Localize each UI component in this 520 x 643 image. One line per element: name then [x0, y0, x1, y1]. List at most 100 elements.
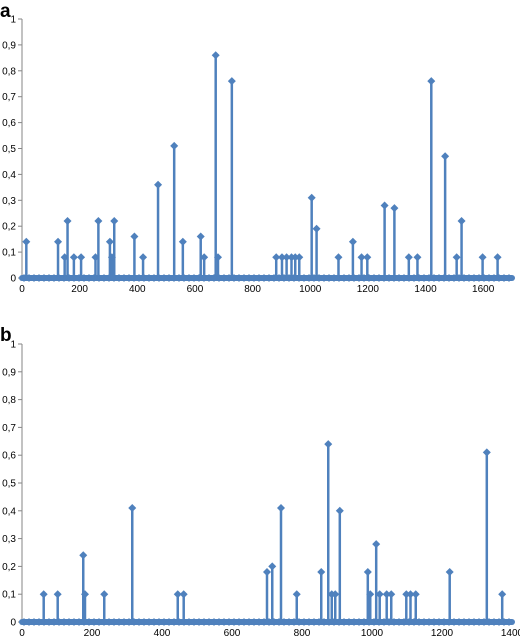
data-point-marker [105, 237, 114, 246]
data-point-marker [53, 590, 62, 599]
baseline-marker [385, 274, 393, 282]
baseline-marker [255, 274, 263, 282]
data-point-marker [375, 590, 384, 599]
baseline-marker [300, 618, 308, 626]
x-tick-label: 1400 [501, 628, 520, 638]
baseline-marker [85, 274, 93, 282]
data-point-marker [81, 590, 89, 599]
x-tick-label: 1400 [414, 284, 437, 295]
y-tick-label: 0,9 [2, 367, 16, 378]
data-point-marker [382, 590, 391, 599]
chart-panel-a: a 0 0,1 0,2 0,3 0,4 0,5 0,6 0,7 0,8 0,9 1 0 200 400 600… [0, 1, 515, 295]
x-tick-label: 800 [244, 284, 261, 295]
data-point-marker [372, 540, 381, 549]
baseline-marker [460, 618, 468, 626]
x-tick-label: 800 [294, 628, 311, 638]
baseline-marker [420, 274, 428, 282]
baseline-marker [145, 274, 153, 282]
baseline-marker [30, 618, 38, 626]
baseline-marker [285, 618, 293, 626]
data-point-marker [317, 567, 326, 576]
baseline-marker [435, 274, 443, 282]
baseline-marker [60, 618, 68, 626]
baseline-marker [200, 618, 208, 626]
x-tick-label: 1200 [357, 284, 380, 295]
baseline-marker [35, 274, 43, 282]
data-point-marker [211, 51, 220, 60]
baseline-marker [430, 618, 438, 626]
data-point-marker [295, 253, 304, 262]
data-point-marker [357, 253, 366, 262]
baseline-marker [235, 274, 243, 282]
baseline-marker [205, 274, 213, 282]
baseline-marker [240, 274, 248, 282]
data-point-marker [200, 253, 209, 262]
baseline-marker [65, 618, 73, 626]
baseline-marker [105, 618, 113, 626]
baseline-marker [345, 274, 353, 282]
baseline-marker [165, 618, 173, 626]
data-point-marker [390, 204, 399, 213]
data-point-marker [110, 217, 119, 226]
data-point-marker [154, 180, 163, 189]
y-tick-label: 0,5 [2, 479, 16, 490]
y-tick-label: 0,7 [2, 92, 16, 103]
baseline-marker [395, 618, 403, 626]
baseline-marker [25, 618, 33, 626]
baseline-marker [210, 618, 218, 626]
baseline-marker [170, 618, 178, 626]
data-point-marker [498, 590, 507, 599]
data-point-marker [63, 217, 72, 226]
baseline-marker [245, 274, 253, 282]
y-tick-label: 0,6 [2, 451, 16, 462]
baseline-marker [120, 274, 128, 282]
baseline-marker [160, 274, 168, 282]
x-tick-label: 0 [19, 628, 25, 638]
y-tick-label: 0,5 [2, 144, 16, 155]
data-point-marker [411, 590, 420, 599]
baseline-marker [440, 618, 448, 626]
baseline-marker [45, 274, 53, 282]
x-tick-label: 1000 [299, 284, 322, 295]
y-tick-label: 0,8 [2, 395, 16, 406]
data-point-marker [69, 253, 78, 262]
baseline-marker [190, 274, 198, 282]
baseline-marker [50, 618, 58, 626]
x-tick-label: 600 [187, 284, 204, 295]
baseline-marker [90, 618, 98, 626]
panel-label: b [0, 325, 12, 346]
baseline-marker [230, 618, 238, 626]
baseline-marker [125, 274, 133, 282]
baseline-marker [150, 618, 158, 626]
x-tick-label: 1200 [431, 628, 454, 638]
baseline-marker [345, 618, 353, 626]
baseline-marker [150, 274, 158, 282]
data-point-marker [380, 201, 389, 210]
baseline-marker [160, 618, 168, 626]
data-point-marker [457, 217, 466, 226]
data-point-marker [277, 504, 285, 513]
baseline-marker [420, 618, 428, 626]
baseline-marker [490, 618, 498, 626]
baseline-marker [45, 618, 53, 626]
x-tick-label: 400 [129, 284, 146, 295]
baseline-marker [325, 274, 333, 282]
data-point-marker [170, 141, 179, 150]
baseline-marker [70, 618, 78, 626]
baseline-marker [50, 274, 58, 282]
data-point-marker [406, 590, 415, 599]
x-tick-label: 600 [224, 628, 241, 638]
data-point-marker [272, 253, 281, 262]
baseline-marker [340, 618, 348, 626]
x-tick-label: 1000 [361, 628, 384, 638]
x-tick-label: 1600 [472, 284, 495, 295]
baseline-marker [485, 274, 493, 282]
baseline-marker [320, 274, 328, 282]
data-point-marker [39, 590, 48, 599]
data-point-marker [128, 504, 137, 513]
data-point-marker [227, 77, 236, 86]
baseline-marker [220, 274, 228, 282]
data-point-marker [427, 77, 436, 86]
data-point-marker [292, 590, 301, 599]
